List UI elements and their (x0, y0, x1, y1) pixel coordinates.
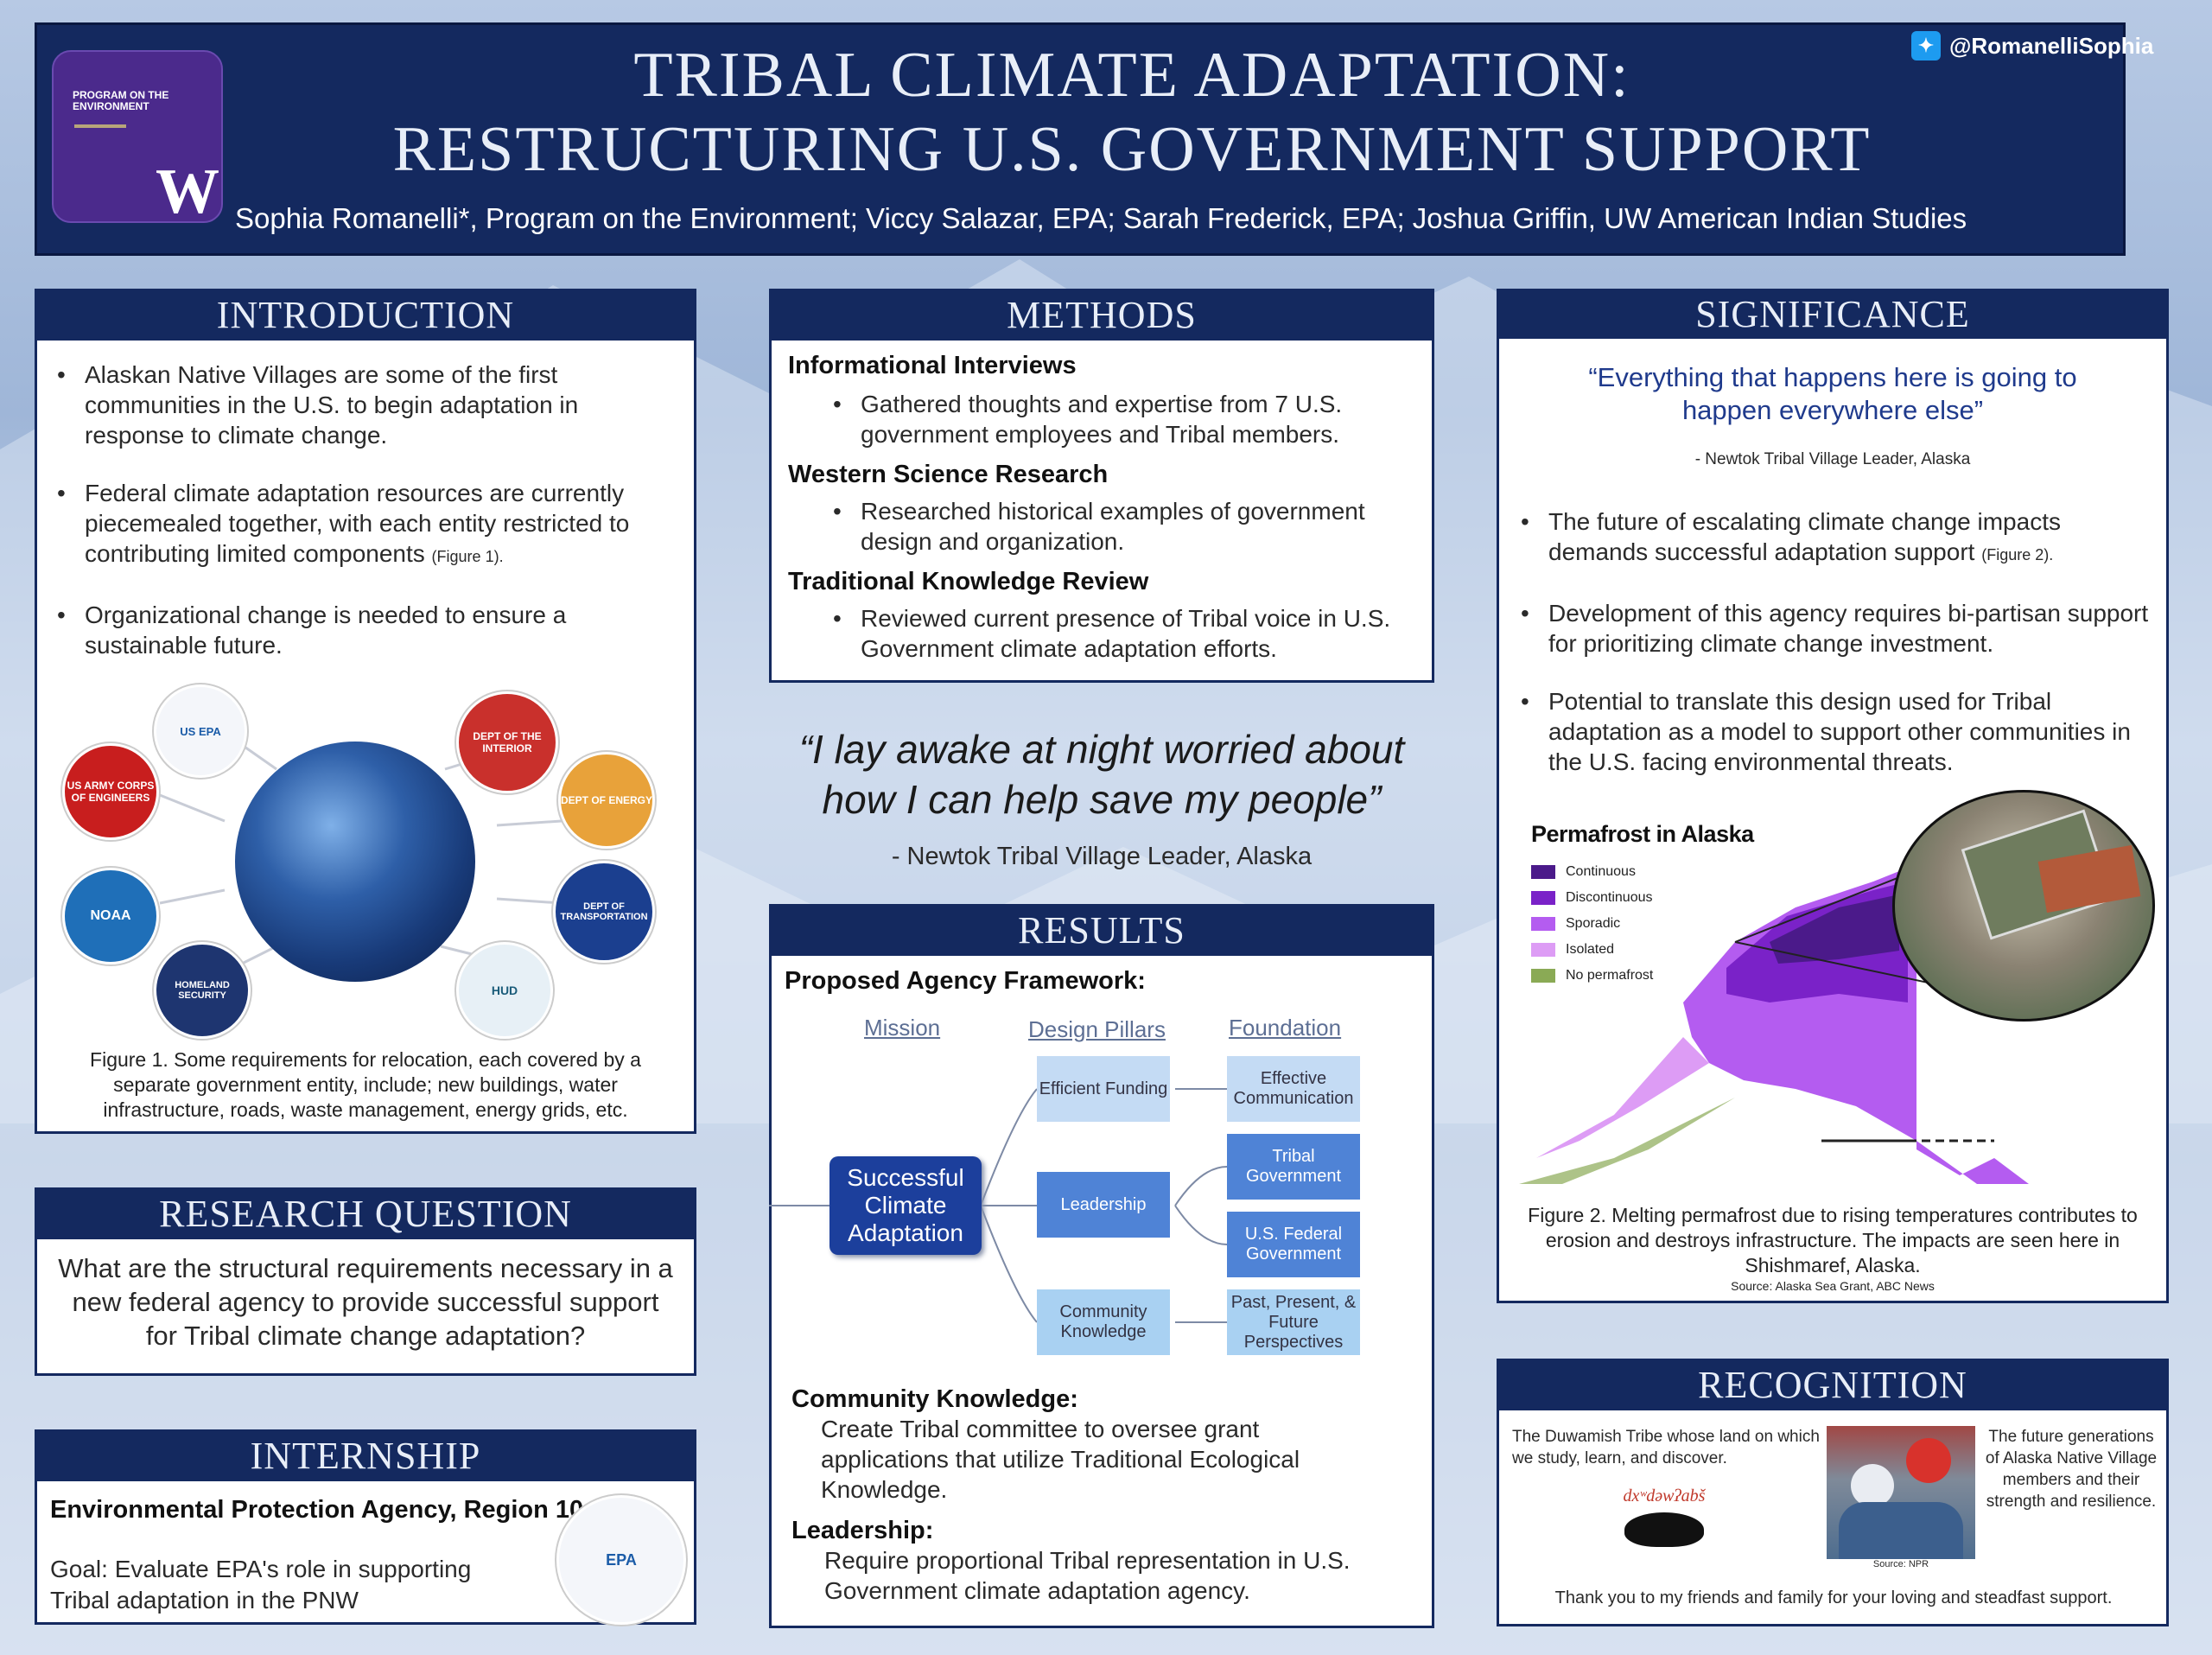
seal-energy: DEPT OF ENERGY (558, 752, 655, 849)
duwamish-logo-mark (1624, 1512, 1704, 1547)
seal-transportation: DEPT OF TRANSPORTATION (553, 861, 655, 963)
figure-2-ref: (Figure 2). (1981, 546, 2054, 563)
seal-noaa: NOAA (62, 868, 159, 964)
shishmaref-photo (1892, 790, 2155, 1022)
col-label-pillars: Design Pillars (1028, 1016, 1166, 1042)
title-line-2: RESTRUCTURING U.S. GOVERNMENT SUPPORT (392, 114, 1872, 185)
recognition-photo (1827, 1426, 1975, 1559)
leadership-title: Leadership: (791, 1517, 934, 1544)
results-heading: RESULTS (769, 904, 1434, 956)
logo-letter: W (156, 156, 219, 227)
methods-title-3: Traditional Knowledge Review (788, 568, 1149, 595)
pillar-leadership: Leadership (1037, 1172, 1170, 1238)
methods-title-1: Informational Interviews (788, 352, 1077, 379)
sig-bullet-1: The future of escalating climate change … (1517, 506, 2157, 570)
foundation-perspectives: Past, Present, & Future Perspectives (1227, 1289, 1360, 1355)
recognition-right-text: The future generations of Alaska Native … (1985, 1428, 2158, 1511)
methods-heading: METHODS (769, 289, 1434, 341)
center-quote: “I lay awake at night worried about how … (752, 724, 1452, 824)
logo-text: PROGRAM ON THE ENVIRONMENT (73, 89, 169, 112)
legend-isolated: Isolated (1531, 942, 1614, 958)
recognition-left-text: The Duwamish Tribe whose land on which w… (1512, 1428, 1820, 1467)
twitter-handle[interactable]: ✦ @RomanelliSophia (1911, 31, 2153, 60)
duwamish-logo-text: dxʷdəwʔabš (1623, 1486, 1706, 1505)
poster-title: TRIBAL CLIMATE ADAPTATION: RESTRUCTURING… (225, 38, 2039, 187)
col-label-foundation: Foundation (1229, 1015, 1342, 1041)
methods-text-2: Researched historical examples of govern… (830, 496, 1417, 584)
introduction-heading: INTRODUCTION (35, 289, 696, 341)
photo-jackets (1839, 1502, 1963, 1559)
authors: Sophia Romanelli*, Program on the Enviro… (235, 202, 1967, 234)
recognition-heading: RECOGNITION (1497, 1359, 2169, 1410)
significance-quote: “Everything that happens here is going t… (1588, 362, 2077, 425)
significance-quote-attribution: - Newtok Tribal Village Leader, Alaska (1694, 450, 1971, 468)
framework-title: Proposed Agency Framework: (785, 967, 1146, 995)
research-question-heading: RESEARCH QUESTION (35, 1187, 696, 1239)
foundation-federal-gov: U.S. Federal Government (1227, 1212, 1360, 1277)
swatch-no-permafrost (1531, 969, 1555, 983)
center-quote-line-2: how I can help save my people” (822, 777, 1382, 822)
intro-bullet-2: Federal climate adaptation resources are… (54, 478, 676, 572)
center-quote-attribution: - Newtok Tribal Village Leader, Alaska (891, 843, 1313, 870)
foundation-communication: Effective Communication (1227, 1056, 1360, 1122)
photo-person-2 (1906, 1438, 1951, 1483)
pillar-efficient-funding: Efficient Funding (1037, 1056, 1170, 1122)
recognition-thanks: Thank you to my friends and family for y… (1554, 1588, 2113, 1607)
sig-bullet-3: Potential to translate this design used … (1517, 686, 2157, 777)
figure-1-caption: Figure 1. Some requirements for relocati… (90, 1048, 641, 1121)
internship-heading: INTERNSHIP (35, 1429, 696, 1481)
intro-bullet-3: Organizational change is needed to ensur… (54, 600, 676, 660)
internship-goal: Goal: Evaluate EPA's role in supporting … (50, 1556, 472, 1614)
internship-org: Environmental Protection Agency, Region … (50, 1496, 584, 1524)
uw-logo: PROGRAM ON THE ENVIRONMENT W (52, 50, 223, 227)
twitter-icon: ✦ (1911, 31, 1941, 60)
methods-text-1: Gathered thoughts and expertise from 7 U… (830, 389, 1417, 477)
seal-homeland-security: HOMELAND SECURITY (154, 942, 251, 1039)
methods-text-3: Reviewed current presence of Tribal voic… (830, 603, 1417, 691)
seal-army-corps: US ARMY CORPS OF ENGINEERS (62, 743, 159, 840)
foundation-tribal-gov: Tribal Government (1227, 1134, 1360, 1200)
legend-continuous: Continuous (1531, 864, 1636, 880)
col-label-mission: Mission (864, 1015, 941, 1041)
title-line-1: TRIBAL CLIMATE ADAPTATION: (633, 40, 1630, 111)
mission-box: Successful Climate Adaptation (830, 1156, 982, 1255)
significance-heading: SIGNIFICANCE (1497, 289, 2169, 339)
intro-bullet-1: Alaskan Native Villages are some of the … (54, 360, 676, 450)
recognition-photo-source: Source: NPR (1872, 1559, 1929, 1569)
figure-2-source: Source: Alaska Sea Grant, ABC News (1731, 1279, 1935, 1293)
methods-title-2: Western Science Research (788, 461, 1109, 488)
epa-seal-icon: EPA (556, 1495, 686, 1625)
twitter-text: @RomanelliSophia (1949, 32, 2154, 59)
duwamish-logo: dxʷdəwʔabš (1612, 1486, 1716, 1564)
logo-bar (74, 124, 126, 128)
legend-no-permafrost: No permafrost (1531, 968, 1653, 983)
community-knowledge-text: Create Tribal committee to oversee grant… (821, 1416, 1300, 1503)
figure-2-caption: Figure 2. Melting permafrost due to risi… (1528, 1204, 2138, 1276)
map-title: Permafrost in Alaska (1531, 821, 1754, 847)
seal-interior: DEPT OF THE INTERIOR (456, 691, 558, 793)
center-quote-line-1: “I lay awake at night worried about (798, 727, 1405, 772)
significance-bullets: The future of escalating climate change … (1517, 506, 2157, 805)
swatch-discontinuous (1531, 891, 1555, 905)
research-question-text: What are the structural requirements nec… (58, 1253, 673, 1351)
earth-image (235, 742, 475, 982)
legend-discontinuous: Discontinuous (1531, 890, 1653, 906)
photo-person-1 (1851, 1464, 1894, 1507)
sig-bullet-2: Development of this agency requires bi-p… (1517, 598, 2157, 659)
introduction-bullets: Alaskan Native Villages are some of the … (54, 360, 676, 688)
pillar-community-knowledge: Community Knowledge (1037, 1289, 1170, 1355)
community-knowledge-title: Community Knowledge: (791, 1385, 1078, 1413)
swatch-isolated (1531, 943, 1555, 957)
seal-hud: HUD (456, 942, 553, 1039)
leadership-text: Require proportional Tribal representati… (824, 1547, 1351, 1604)
swatch-continuous (1531, 865, 1555, 879)
alaska-permafrost-map (1519, 829, 2064, 1184)
figure-1-ref: (Figure 1). (431, 548, 504, 565)
swatch-sporadic (1531, 917, 1555, 931)
seal-epa: US EPA (154, 684, 247, 778)
poster-header (35, 22, 2126, 256)
legend-sporadic: Sporadic (1531, 916, 1620, 932)
